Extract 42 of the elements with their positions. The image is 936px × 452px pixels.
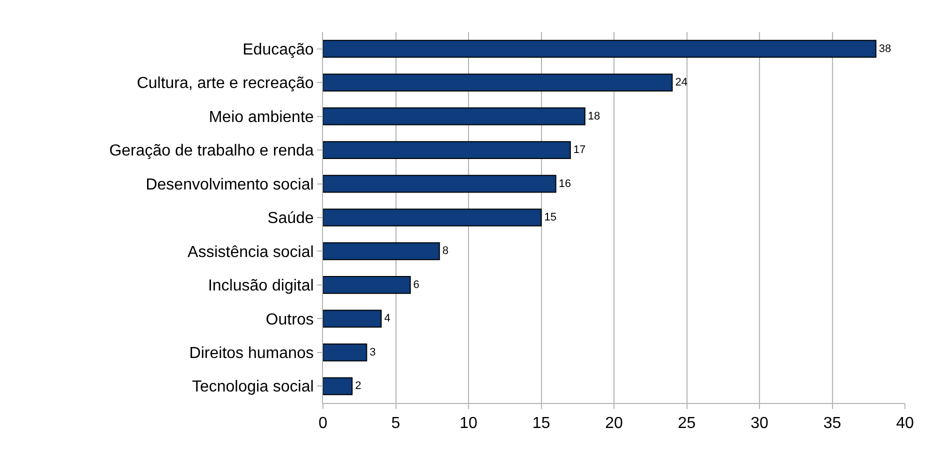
data-label: 6 [413, 278, 420, 291]
data-label: 17 [573, 144, 586, 156]
data-label: 3 [370, 346, 376, 358]
bar [323, 107, 586, 126]
data-label: 4 [384, 312, 390, 325]
bar [323, 343, 368, 362]
bar [323, 242, 440, 260]
bar [323, 74, 673, 92]
data-label: 15 [544, 212, 556, 224]
bar [323, 310, 382, 328]
x-tick-label: 25 [678, 415, 696, 432]
data-label: 38 [878, 42, 892, 55]
x-tick-label: 30 [750, 415, 768, 432]
x-tick-label: 20 [605, 415, 623, 432]
data-label: 18 [588, 110, 600, 122]
y-tick-label: Assistência social [188, 244, 314, 261]
y-tick-label: Saúde [268, 210, 314, 228]
y-tick-label: Tecnologia social [192, 378, 314, 396]
data-label: 8 [442, 245, 449, 258]
y-tick-label: Inclusão digital [208, 278, 314, 295]
y-tick-label: Meio ambiente [208, 108, 314, 126]
y-tick-label: Geração de trabalho e renda [109, 142, 314, 160]
y-tick-label: Cultura, arte e recreação [136, 75, 314, 92]
data-label: 2 [355, 380, 362, 392]
y-tick-label: Desenvolvimento social [146, 176, 314, 194]
data-label: 16 [558, 178, 572, 190]
y-tick-label: Educação [242, 41, 314, 58]
x-tick-label: 10 [460, 415, 478, 432]
y-tick-label: Outros [266, 311, 314, 328]
bar [323, 174, 556, 193]
y-tick-label: Direitos humanos [189, 345, 314, 362]
bar [323, 208, 542, 226]
x-tick-label: 35 [823, 415, 842, 432]
x-tick-label: 0 [318, 415, 328, 432]
bar [323, 40, 876, 58]
x-tick-label: 40 [896, 415, 914, 432]
data-label: 24 [675, 76, 688, 89]
x-tick-label: 15 [532, 415, 550, 432]
bar [323, 276, 411, 294]
x-tick-label: 5 [391, 415, 400, 432]
bar [323, 377, 353, 396]
bar [323, 141, 571, 159]
